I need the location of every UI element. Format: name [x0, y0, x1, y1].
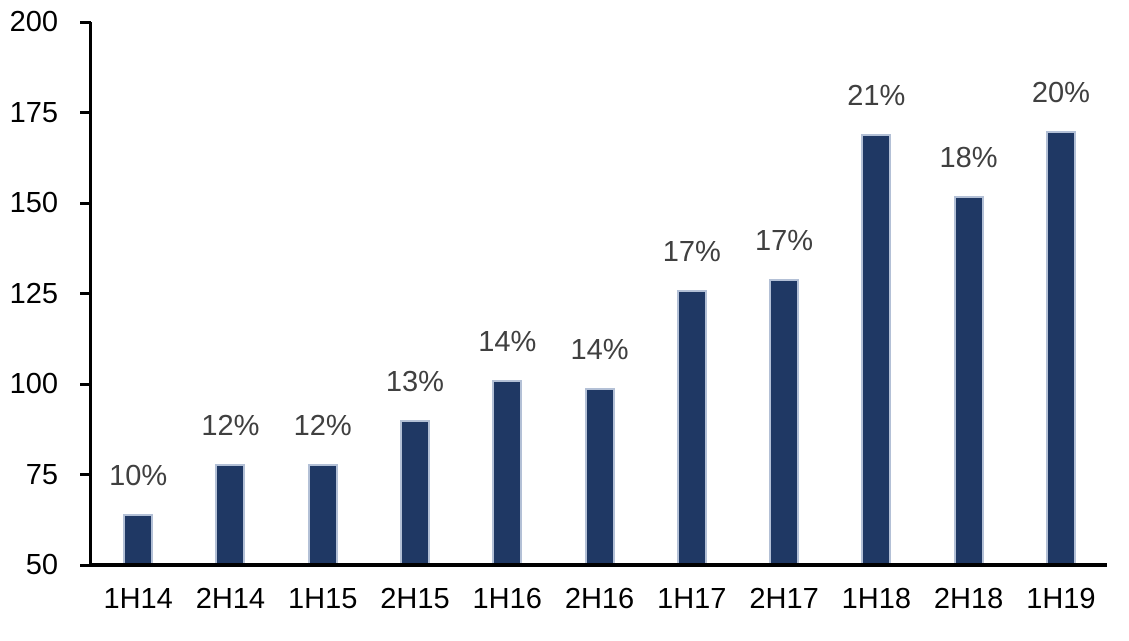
bar-1H15 — [307, 463, 338, 565]
x-category-label: 2H17 — [749, 583, 819, 615]
bar-2H14 — [215, 463, 246, 565]
bar-value-label: 14% — [478, 326, 537, 359]
y-tick-mark — [80, 563, 91, 567]
x-category-label: 2H14 — [195, 583, 266, 615]
bar-value-label: 18% — [939, 141, 998, 174]
bar-value-label: 21% — [847, 80, 906, 113]
x-category-label: 1H14 — [103, 583, 173, 615]
x-category-label: 1H17 — [657, 583, 727, 615]
bar-value-label: 17% — [662, 235, 721, 268]
y-tick-label: 200 — [9, 6, 58, 38]
bar-2H15 — [399, 420, 430, 565]
bar-value-label: 13% — [385, 366, 444, 399]
bar-value-label: 14% — [570, 333, 629, 366]
bar-1H16 — [492, 380, 523, 565]
bar-1H17 — [676, 289, 707, 565]
y-tick-mark — [80, 20, 91, 24]
bar-value-label: 12% — [201, 409, 260, 442]
bar-2H18 — [953, 195, 984, 565]
y-tick-mark — [80, 292, 91, 295]
y-axis-line — [89, 22, 92, 567]
y-tick-mark — [80, 111, 91, 114]
y-tick-label: 150 — [9, 187, 58, 219]
y-tick-label: 50 — [25, 549, 58, 581]
x-category-label: 1H15 — [288, 583, 358, 615]
bar-2H16 — [584, 387, 615, 565]
y-tick-label: 175 — [9, 96, 58, 129]
y-tick-mark — [80, 201, 91, 205]
y-tick-mark — [80, 473, 91, 476]
y-tick-label: 75 — [25, 458, 58, 491]
x-category-label: 2H16 — [564, 583, 635, 615]
bar-value-label: 10% — [109, 460, 168, 493]
x-category-label: 2H18 — [933, 583, 1004, 615]
bar-value-label: 20% — [1031, 76, 1090, 109]
bar-2H17 — [769, 279, 800, 565]
y-tick-mark — [80, 382, 91, 386]
bar-1H18 — [861, 134, 892, 565]
bar-1H19 — [1045, 130, 1076, 565]
x-axis-line — [89, 563, 1107, 567]
bar-1H14 — [123, 514, 154, 565]
x-category-label: 1H19 — [1026, 583, 1096, 615]
x-category-label: 2H15 — [380, 583, 450, 615]
bar-value-label: 12% — [293, 409, 352, 442]
y-tick-label: 125 — [9, 277, 58, 310]
bar-value-label: 17% — [755, 225, 814, 258]
x-category-label: 1H18 — [841, 583, 911, 615]
y-tick-label: 100 — [9, 368, 58, 400]
x-category-label: 1H16 — [472, 583, 542, 615]
